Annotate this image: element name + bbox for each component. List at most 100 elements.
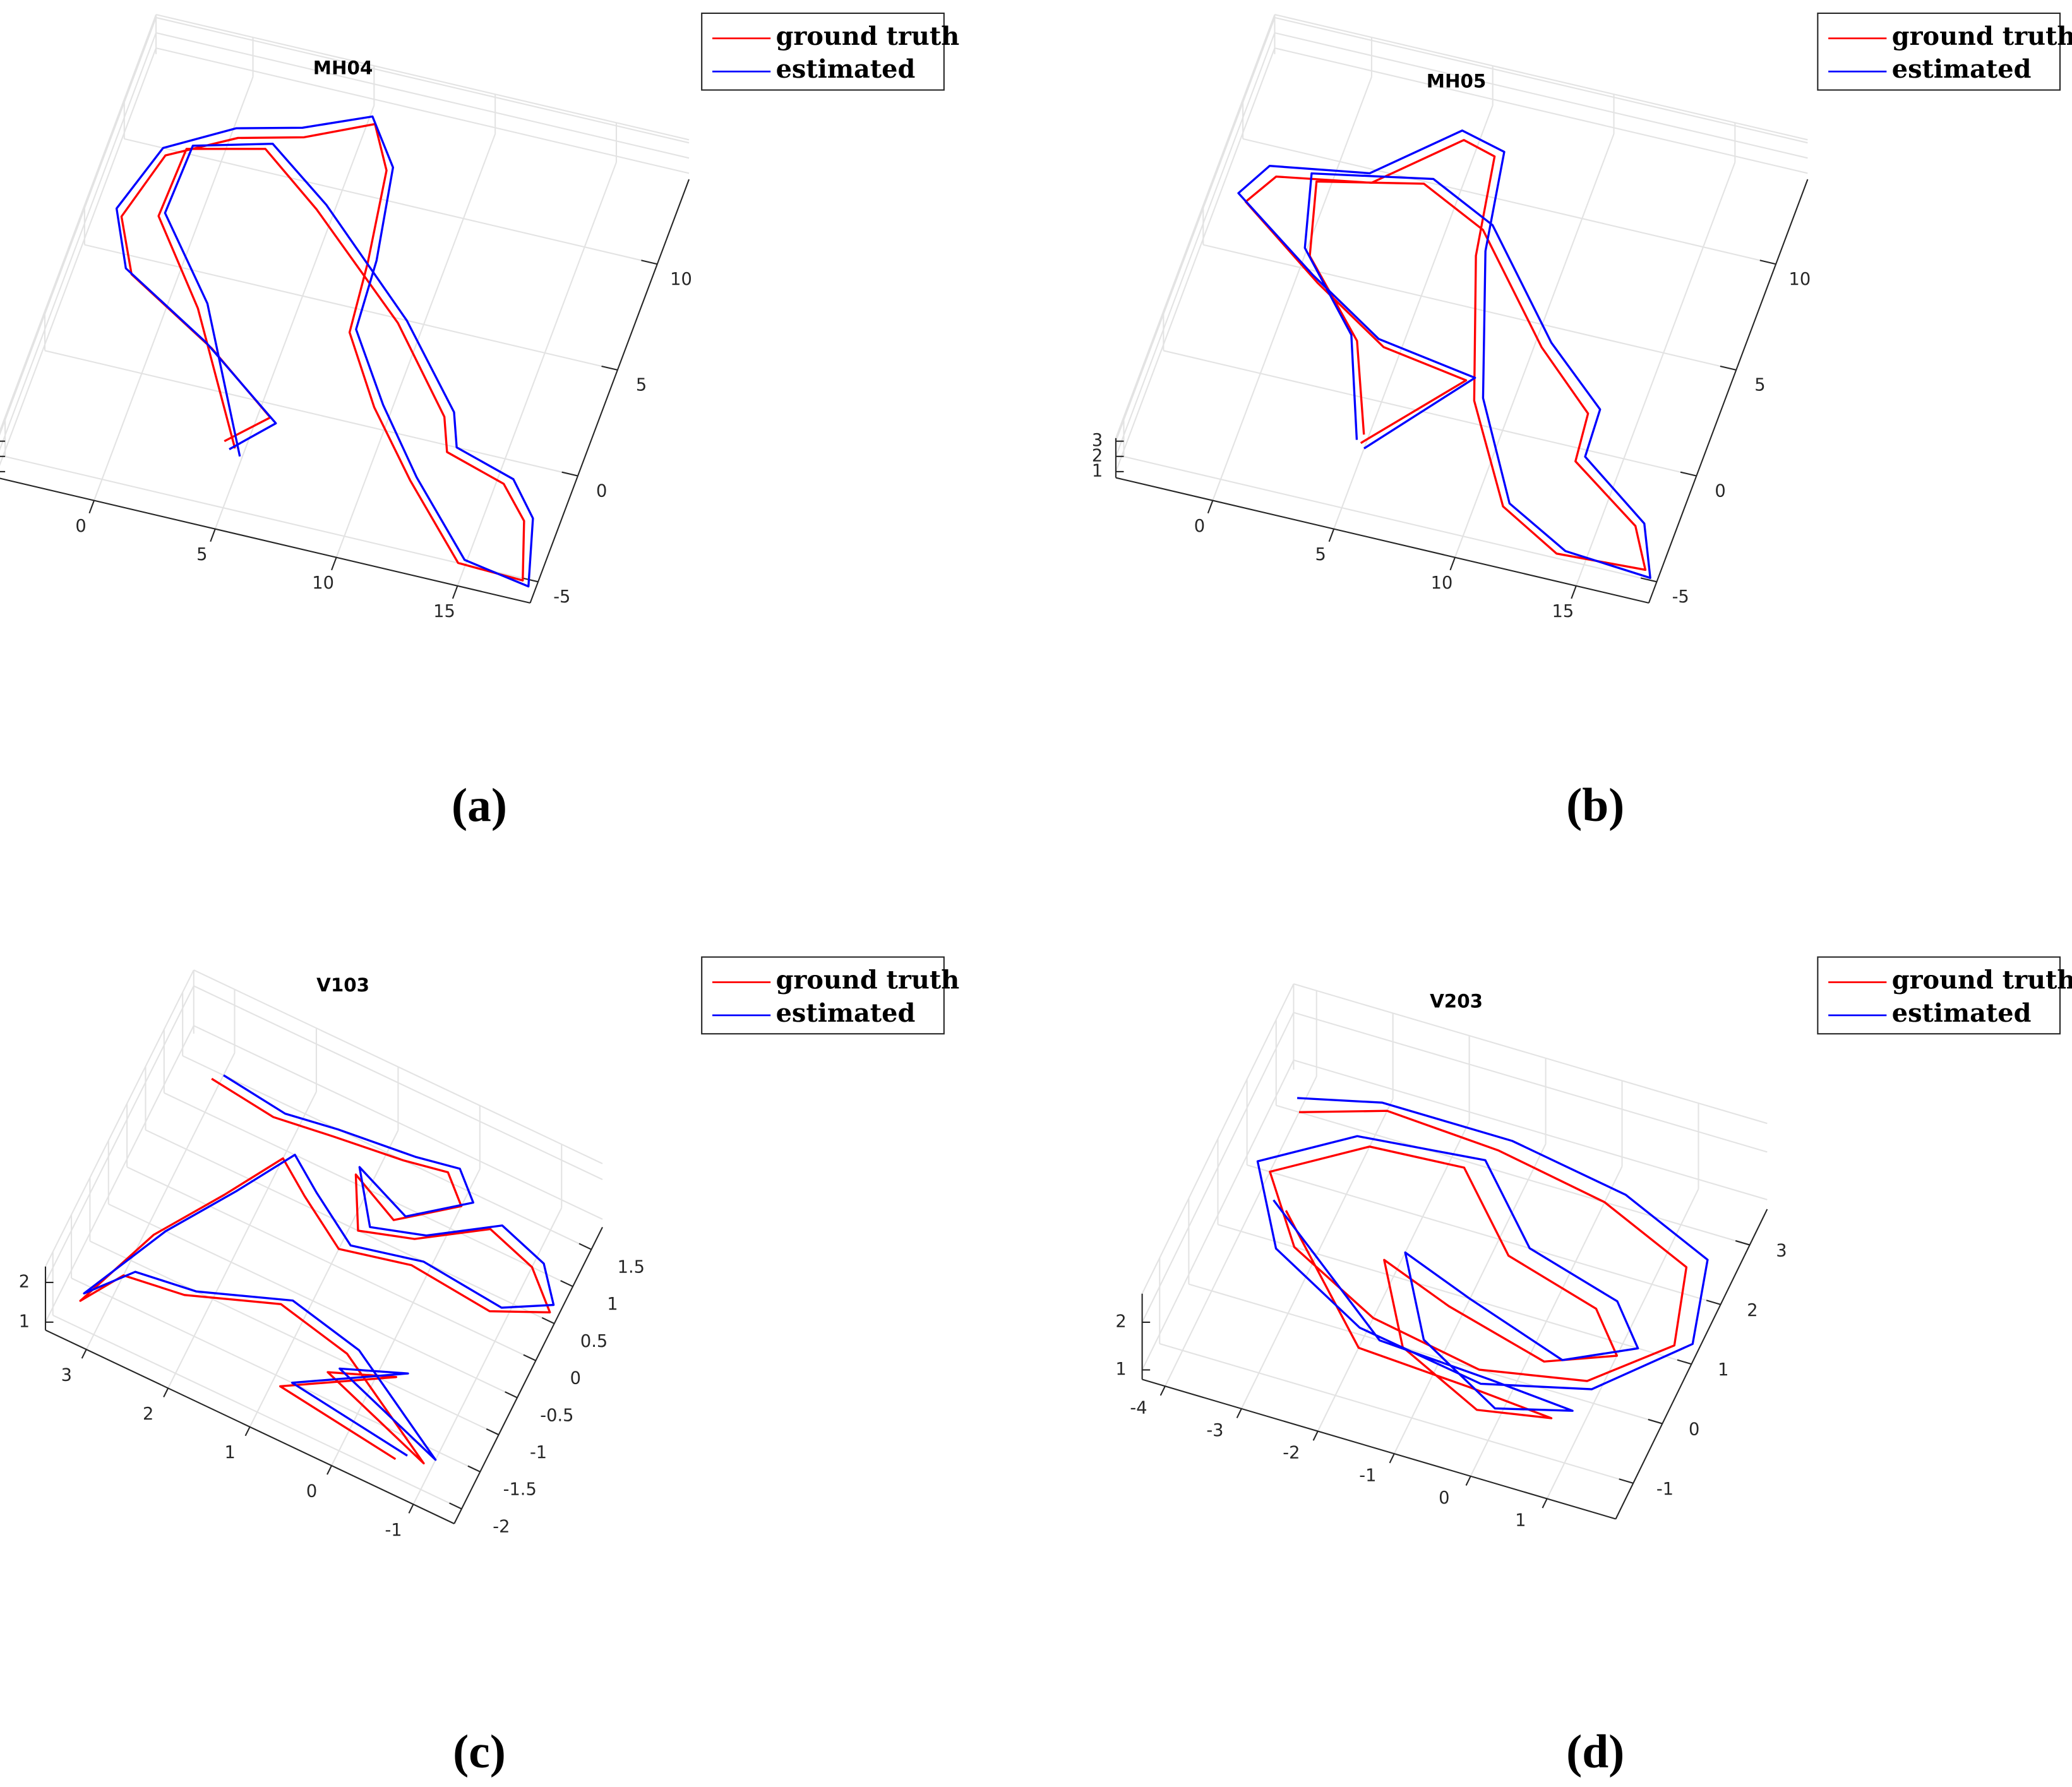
x-tick-label: 0 <box>75 517 86 536</box>
grid-line <box>1141 1012 1295 1323</box>
grid-line <box>124 138 657 265</box>
tick-mark <box>1680 471 1697 477</box>
grid-line <box>193 1025 603 1220</box>
y-tick-label: 1 <box>607 1294 618 1314</box>
caption: (c) <box>453 1726 506 1778</box>
z-tick-label: 3 <box>1092 431 1103 450</box>
z-tick-label: 2 <box>19 1272 30 1291</box>
y-axis <box>529 179 690 604</box>
grid-line <box>1293 1012 1768 1153</box>
grid-line <box>1247 1164 1721 1305</box>
x-axis <box>1142 1378 1616 1520</box>
x-tick-label: -2 <box>1283 1443 1300 1463</box>
x-tick-label: 15 <box>1552 602 1574 621</box>
x-tick-label: 5 <box>1315 545 1326 565</box>
x-tick-label: 1 <box>1515 1511 1526 1531</box>
x-axis <box>1115 477 1650 604</box>
grid-line <box>44 350 578 477</box>
grid-line <box>1274 32 1808 159</box>
caption: (d) <box>1566 1726 1624 1778</box>
grid-line <box>1159 1342 1634 1484</box>
grid-line <box>1242 138 1776 265</box>
tick-mark <box>1619 1478 1634 1484</box>
tick-mark <box>561 471 578 477</box>
tick-mark <box>1389 1453 1395 1464</box>
x-axis <box>0 477 530 604</box>
box-edge <box>155 14 690 141</box>
tick-mark <box>1312 1431 1319 1441</box>
tick-mark <box>522 577 539 583</box>
y-tick-label: -5 <box>553 587 570 607</box>
grid-line <box>145 1129 555 1324</box>
box-edge <box>1141 983 1295 1294</box>
tick-mark <box>578 1243 592 1250</box>
y-tick-label: 5 <box>636 376 647 395</box>
grid-line <box>155 47 690 174</box>
trajectory <box>1269 1109 1688 1419</box>
grid-line <box>45 985 195 1283</box>
grid-line <box>457 162 617 587</box>
tick-mark <box>331 557 337 571</box>
tick-mark <box>163 1387 169 1397</box>
grid-line <box>1163 350 1697 477</box>
grid-line <box>1123 455 1657 583</box>
tick-mark <box>1207 500 1214 514</box>
tick-mark <box>1465 1476 1471 1486</box>
y-tick-label: 3 <box>1776 1241 1787 1261</box>
z-tick-label: 1 <box>19 1312 30 1331</box>
x-tick-label: -1 <box>385 1521 402 1540</box>
x-tick-label: -1 <box>1359 1466 1376 1485</box>
x-tick-label: 2 <box>143 1404 153 1424</box>
chart-title: MH04 <box>313 57 373 79</box>
x-tick-label: 0 <box>1194 517 1205 536</box>
grid-line <box>45 1025 195 1323</box>
box-edge <box>45 969 195 1267</box>
tick-mark <box>467 1465 481 1473</box>
y-tick-label: -2 <box>493 1517 510 1536</box>
y-tick-label: -0.5 <box>540 1406 573 1425</box>
grid-line <box>1115 17 1276 442</box>
grid-line <box>182 1055 592 1250</box>
x-tick-label: -4 <box>1130 1398 1147 1418</box>
x-tick-label: 10 <box>1431 573 1453 593</box>
y-tick-label: 0 <box>1689 1420 1699 1440</box>
grid-line <box>1212 76 1372 501</box>
x-tick-label: 15 <box>433 602 455 621</box>
tick-mark <box>601 365 618 371</box>
z-tick-label: 1 <box>1092 461 1103 481</box>
y-tick-label: 10 <box>1789 270 1811 289</box>
trajectory <box>1237 129 1651 579</box>
y-tick-label: 1 <box>1718 1360 1728 1380</box>
z-tick-label: 2 <box>1092 446 1103 465</box>
z-tick-label: 1 <box>1115 1360 1126 1379</box>
y-tick-label: 5 <box>1754 376 1765 395</box>
tick-mark <box>244 1426 251 1437</box>
grid-line <box>52 1314 462 1510</box>
legend-box <box>701 12 945 91</box>
caption: (a) <box>452 779 507 832</box>
tick-mark <box>560 1280 573 1288</box>
tick-mark <box>1735 1240 1750 1246</box>
grid-line <box>85 1053 236 1350</box>
box-edge <box>1115 14 1276 439</box>
tick-mark <box>88 500 95 514</box>
y-tick-label: 0 <box>596 481 607 501</box>
grid-line <box>4 455 539 583</box>
grid-line <box>1218 1224 1692 1365</box>
grid-line <box>1575 162 1736 587</box>
grid-line <box>1293 1059 1768 1200</box>
box-edge <box>0 14 157 433</box>
legend-label: estimated <box>776 55 916 84</box>
tick-mark <box>641 260 657 265</box>
tick-mark <box>326 1465 332 1475</box>
box-edge <box>1274 14 1808 141</box>
tick-mark <box>1328 529 1335 542</box>
grid-line <box>108 1203 518 1399</box>
tick-mark <box>1706 1300 1721 1305</box>
y-tick-label: -1 <box>530 1443 547 1462</box>
grid-line <box>0 47 157 466</box>
tick-mark <box>408 1503 414 1514</box>
legend-label: estimated <box>776 999 916 1028</box>
legend-box <box>1817 12 2061 91</box>
